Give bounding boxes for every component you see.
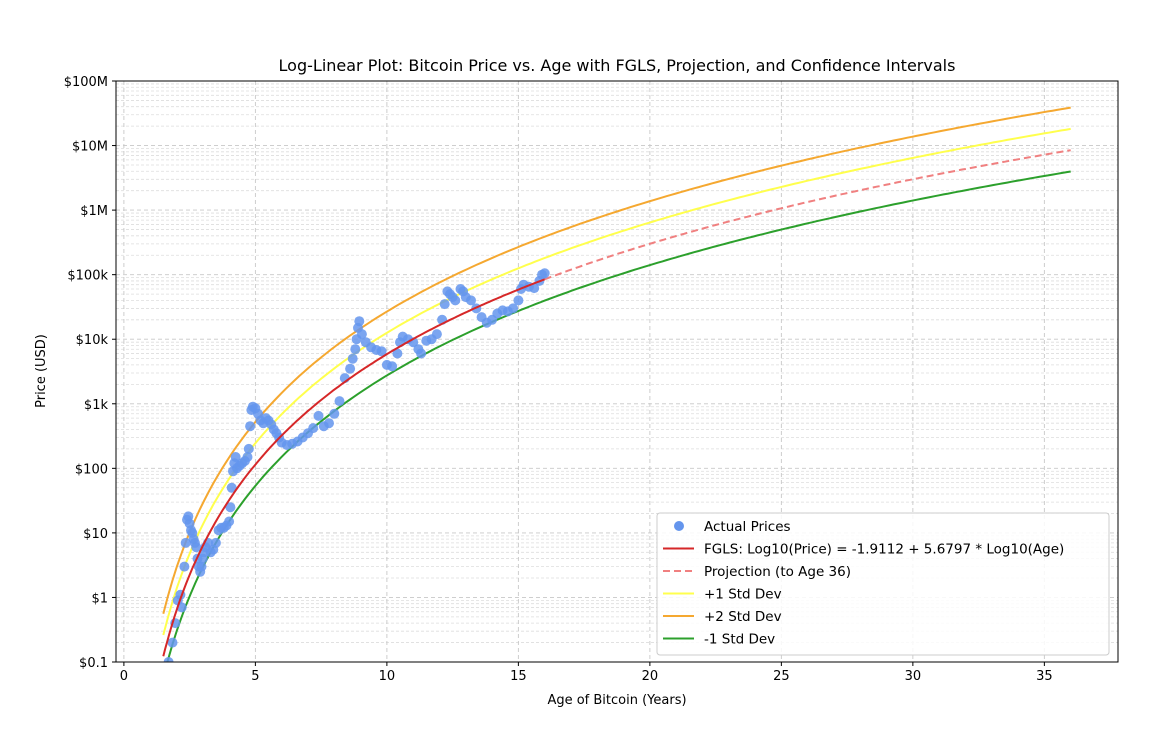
data-point — [466, 295, 476, 306]
data-point — [392, 348, 403, 359]
data-point — [225, 502, 236, 513]
data-point — [179, 561, 190, 572]
legend-box — [656, 512, 1110, 656]
data-point — [308, 423, 319, 434]
x-axis: 0 5 10 15 20 25 30 35 — [120, 662, 1053, 684]
data-point — [513, 295, 524, 306]
y-tick-label: $1 — [91, 591, 108, 606]
data-point — [245, 421, 256, 432]
series-line-2-std-dev — [162, 106, 1071, 614]
x-tick-label: 15 — [510, 669, 527, 684]
legend-label: Projection (to Age 36) — [704, 564, 851, 580]
x-tick-label: 35 — [1036, 669, 1053, 684]
data-point — [224, 516, 235, 527]
x-axis-label: Age of Bitcoin (Years) — [547, 693, 686, 708]
plot-frame — [115, 80, 1119, 663]
data-point — [376, 346, 387, 357]
data-point — [210, 537, 221, 548]
data-point — [350, 344, 361, 355]
data-point — [345, 363, 356, 374]
y-tick-label: $1M — [80, 204, 108, 219]
y-axis-label: Price (USD) — [34, 334, 49, 408]
series-line-projection-to-age-36 — [544, 149, 1071, 281]
data-point — [416, 348, 427, 359]
data-point — [354, 316, 365, 327]
legend-label: +1 Std Dev — [704, 587, 782, 603]
data-point — [324, 418, 334, 429]
x-tick-label: 25 — [773, 669, 790, 684]
data-point — [243, 443, 254, 454]
x-tick-label: 20 — [642, 669, 659, 684]
data-point — [387, 361, 398, 372]
y-tick-label: $100M — [64, 75, 108, 90]
legend-label: FGLS: Log10(Price) = -1.9112 + 5.6797 * … — [704, 542, 1064, 558]
legend-marker — [674, 521, 684, 531]
y-tick-label: $10M — [72, 140, 108, 155]
y-tick-label: $100 — [75, 462, 108, 477]
data-point — [226, 482, 237, 493]
y-axis: $0.1 $1 $10 $100 $1k $10k $100k $1M $10M $100M — [64, 75, 116, 671]
y-tick-label: $100k — [67, 269, 108, 284]
data-point — [347, 353, 358, 364]
data-point — [529, 283, 540, 294]
data-point — [167, 637, 178, 648]
legend-label: +2 Std Dev — [704, 609, 782, 625]
data-point — [439, 299, 450, 310]
data-point — [356, 329, 367, 340]
x-tick-label: 10 — [379, 669, 396, 684]
y-tick-label: $10k — [76, 333, 109, 348]
x-tick-label: 0 — [120, 669, 128, 684]
series-line-fgls-log10-price-1-9112-5-6797-log10-age — [162, 278, 546, 657]
data-point — [334, 396, 345, 407]
data-point — [539, 268, 550, 279]
data-point — [242, 452, 253, 462]
x-tick-label: 30 — [905, 669, 922, 684]
y-tick-label: $10 — [83, 527, 108, 542]
y-tick-label: $1k — [84, 398, 109, 413]
legend: Actual Prices FGLS: Log10(Price) = -1.911… — [656, 512, 1110, 656]
data-point — [191, 542, 202, 553]
data-point — [196, 561, 207, 572]
data-point — [180, 537, 191, 548]
data-point — [450, 295, 461, 306]
legend-label: Actual Prices — [704, 519, 791, 535]
data-point — [329, 408, 340, 419]
y-tick-label: $0.1 — [79, 656, 108, 671]
data-point — [508, 303, 519, 314]
series-line-1-std-dev — [162, 127, 1071, 636]
data-point — [313, 410, 324, 421]
grid — [116, 80, 1118, 663]
data-point — [163, 657, 174, 662]
data-point — [230, 452, 241, 462]
data-point — [431, 329, 442, 340]
legend-label: -1 Std Dev — [704, 632, 775, 648]
chart-title: Log-Linear Plot: Bitcoin Price vs. Age w… — [279, 56, 956, 75]
x-tick-label: 5 — [251, 669, 259, 684]
series-layer — [162, 106, 1071, 662]
